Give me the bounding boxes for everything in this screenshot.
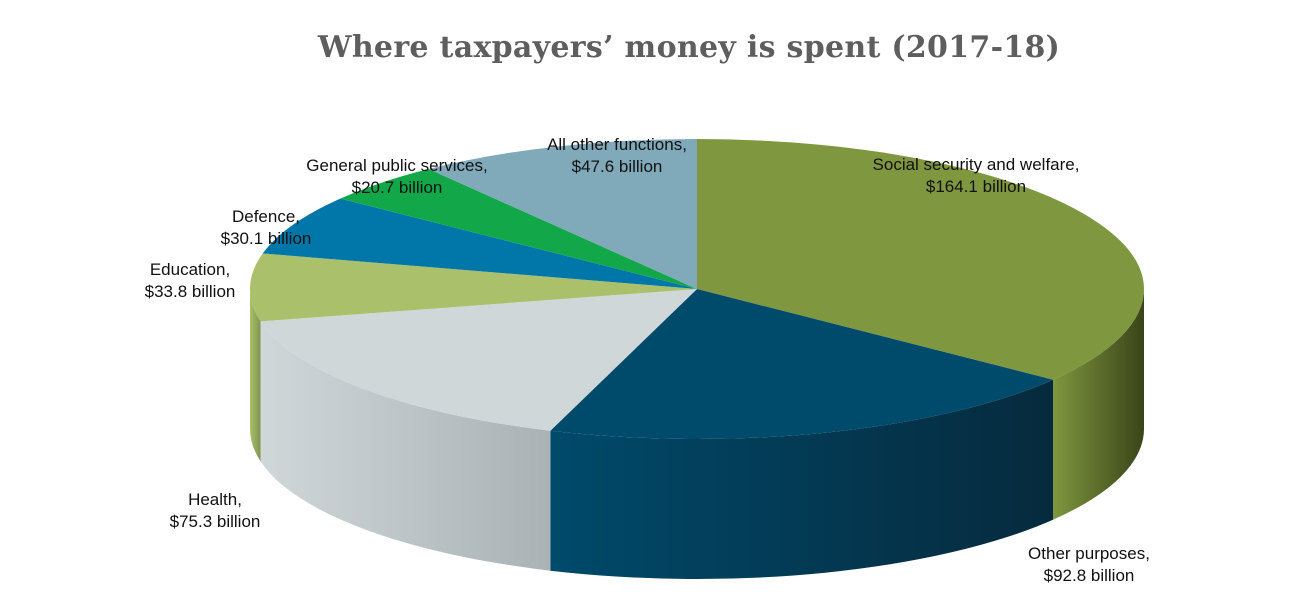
pie-side-other-purposes — [550, 379, 1053, 579]
pie-slice-other-purposes — [550, 289, 1053, 439]
slice-label-name: All other functions, — [547, 135, 687, 154]
pie-slice-education — [249, 253, 697, 322]
pie-slice-general-public-services — [340, 169, 697, 289]
pie-side-social-security-welfare — [1053, 289, 1144, 520]
slice-label-other-purposes: Other purposes, $92.8 billion — [1028, 543, 1150, 587]
slice-label-social-security-welfare: Social security and welfare, $164.1 billi… — [873, 154, 1080, 198]
pie-side-walls — [250, 289, 1144, 579]
slice-label-health: Health, $75.3 billion — [170, 489, 261, 533]
pie-side-education — [250, 289, 261, 462]
pie-slice-social-security-welfare — [697, 139, 1144, 380]
slice-label-name: Defence, — [231, 207, 301, 226]
pie-slice-defence — [262, 198, 697, 289]
slice-label-general-public-services: General public services, $20.7 billion — [306, 155, 487, 199]
slice-label-value: $20.7 billion — [351, 178, 443, 197]
slice-label-name: Other purposes, — [1028, 544, 1150, 563]
slice-label-value: $33.8 billion — [144, 282, 236, 301]
slice-label-value: $92.8 billion — [1043, 566, 1135, 585]
pie-top-faces — [249, 139, 1144, 439]
slice-label-value: $75.3 billion — [169, 512, 261, 531]
pie-side-health — [260, 321, 551, 571]
slice-label-name: Health, — [188, 490, 242, 509]
slice-label-name: General public services, — [306, 156, 488, 175]
pie-slice-all-other-functions — [428, 139, 697, 289]
slice-label-value: $30.1 billion — [220, 229, 312, 248]
slice-label-all-other-functions: All other functions, $47.6 billion — [547, 134, 687, 178]
slice-label-name: Social security and welfare, — [872, 155, 1080, 174]
pie-slice-health — [260, 289, 697, 431]
slice-label-value: $164.1 billion — [925, 177, 1027, 196]
slice-label-value: $47.6 billion — [571, 157, 663, 176]
slice-label-name: Education, — [149, 260, 231, 279]
slice-label-defence: Defence, $30.1 billion — [221, 206, 312, 250]
slice-label-education: Education, $33.8 billion — [145, 259, 236, 303]
chart-title: Where taxpayers’ money is spent (2017-18… — [317, 30, 1061, 65]
